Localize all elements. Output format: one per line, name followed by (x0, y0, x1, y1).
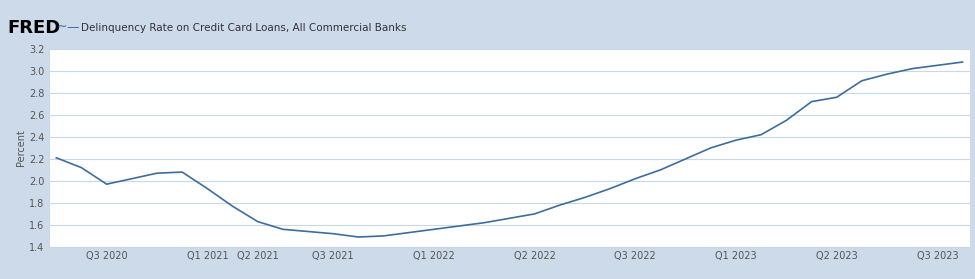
Text: ∼: ∼ (57, 20, 67, 33)
Y-axis label: Percent: Percent (17, 129, 26, 166)
Text: Delinquency Rate on Credit Card Loans, All Commercial Banks: Delinquency Rate on Credit Card Loans, A… (81, 23, 407, 33)
Text: FRED: FRED (8, 18, 61, 37)
Text: —: — (66, 21, 79, 34)
